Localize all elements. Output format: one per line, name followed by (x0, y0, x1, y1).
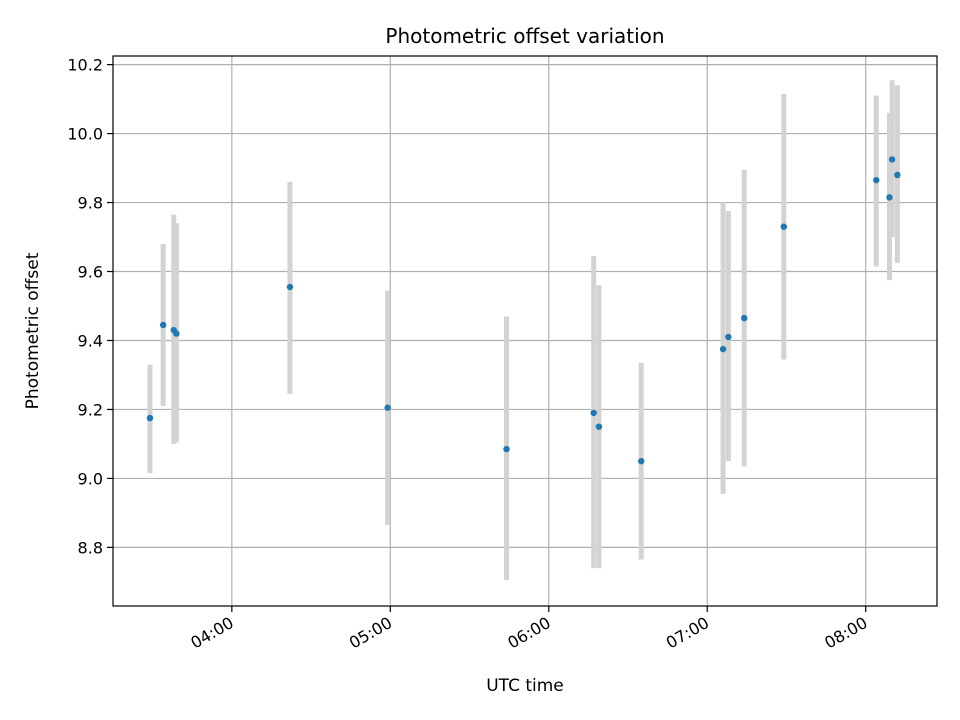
y-axis-title: Photometric offset (23, 252, 43, 409)
y-tick-label: 8.8 (78, 538, 103, 557)
chart-title: Photometric offset variation (385, 24, 664, 48)
data-points (146, 156, 901, 465)
data-point (590, 409, 597, 417)
grid (113, 56, 937, 606)
data-point (719, 345, 727, 353)
data-point (146, 414, 154, 422)
data-point (159, 321, 167, 329)
y-tick-label: 9.6 (78, 263, 103, 282)
data-point (638, 457, 645, 465)
data-point (741, 314, 748, 322)
data-point (173, 330, 180, 337)
data-point (384, 404, 391, 411)
data-point (595, 423, 603, 430)
data-point (286, 283, 294, 291)
data-point (894, 171, 901, 179)
y-tick-label: 9.8 (78, 194, 103, 213)
y-tick-label: 10.2 (67, 56, 103, 75)
data-point (725, 333, 732, 341)
y-tick-label: 9.4 (78, 331, 103, 350)
data-point (780, 223, 788, 230)
data-point (873, 176, 880, 184)
y-tick-label: 9.2 (78, 400, 103, 419)
data-point (503, 445, 510, 453)
data-point (886, 194, 893, 201)
x-axis-title: UTC time (486, 676, 564, 696)
data-point (888, 156, 896, 163)
y-tick-label: 10.0 (67, 125, 103, 144)
plot-frame (112, 55, 938, 607)
y-tick-label: 9.0 (78, 469, 103, 488)
